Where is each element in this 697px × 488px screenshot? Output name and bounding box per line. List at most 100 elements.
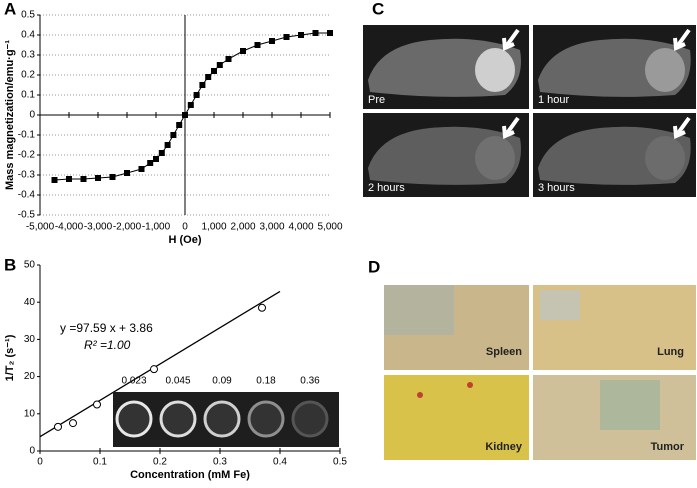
mri-panel: Pre 1 hour 2 hours 3 hours xyxy=(363,25,696,197)
mri-label: 3 hours xyxy=(538,182,575,194)
inset-label: 0.09 xyxy=(212,376,232,387)
x-tick-label: 1,000 xyxy=(201,222,226,233)
marker xyxy=(109,174,116,180)
x-tick-label: -1,000 xyxy=(142,222,171,233)
marker xyxy=(298,32,304,38)
point xyxy=(93,400,101,409)
marker xyxy=(205,74,212,80)
x-tick-label: 2,000 xyxy=(230,222,255,233)
x-tick-label: -4,000 xyxy=(55,222,84,233)
marker xyxy=(124,170,130,176)
panel-label: C xyxy=(372,0,384,18)
marker xyxy=(327,30,333,36)
point xyxy=(258,303,266,312)
y-tick-label: 0 xyxy=(29,110,35,121)
marker xyxy=(158,150,165,156)
y-tick-label: 0 xyxy=(29,446,35,457)
x-tick-label: 0.5 xyxy=(333,457,347,468)
marker xyxy=(147,160,154,166)
marker xyxy=(225,56,232,62)
inset-circle xyxy=(247,400,285,438)
point xyxy=(150,365,158,374)
marker xyxy=(216,62,223,68)
mri-label: Pre xyxy=(368,94,385,106)
mri-label: 1 hour xyxy=(538,94,570,106)
inset-circle xyxy=(159,400,197,438)
y-tick-label: 0.2 xyxy=(21,70,35,81)
marker xyxy=(164,142,171,148)
histology-label: Lung xyxy=(657,346,684,358)
x-tick-label: 0 xyxy=(37,457,43,468)
marker xyxy=(176,122,183,128)
marker xyxy=(187,102,194,108)
marker xyxy=(170,132,177,138)
x-tick-label: 5,000 xyxy=(317,222,342,233)
fit-line xyxy=(39,290,281,438)
y-tick-label: 10 xyxy=(24,408,36,419)
x-tick-label: 0.2 xyxy=(153,457,167,468)
marker xyxy=(66,176,72,182)
marker xyxy=(193,92,200,98)
marker xyxy=(51,177,58,183)
inset-label: 0.36 xyxy=(300,376,320,387)
inset-label: 0.023 xyxy=(121,376,146,387)
annotation: R² =1.00 xyxy=(84,338,131,352)
marker xyxy=(240,48,246,54)
point xyxy=(54,422,62,431)
y-tick-label: 40 xyxy=(24,297,36,308)
mri-image: Pre xyxy=(363,25,529,109)
marker xyxy=(182,112,188,118)
inset-label: 0.045 xyxy=(165,376,190,387)
mri-image: 3 hours xyxy=(533,113,696,197)
x-tick-label: 0.1 xyxy=(93,457,107,468)
inset-circle xyxy=(115,400,153,438)
y-axis-label: 1/T₂ (s⁻¹) xyxy=(4,334,16,381)
mri-label: 2 hours xyxy=(368,182,405,194)
marker xyxy=(269,38,275,44)
marker xyxy=(199,82,206,88)
x-axis-label: Concentration (mM Fe) xyxy=(130,469,250,481)
point xyxy=(69,419,77,428)
x-tick-label: -3,000 xyxy=(84,222,113,233)
panel-label: D xyxy=(368,257,380,276)
x-tick-label: -2,000 xyxy=(113,222,142,233)
y-tick-label: -0.4 xyxy=(18,190,36,201)
x-tick-label: 4,000 xyxy=(288,222,313,233)
inset-circle xyxy=(291,400,329,438)
x-tick-label: 0.3 xyxy=(213,457,227,468)
y-tick-label: 0.5 xyxy=(21,10,35,21)
panel-label: A xyxy=(4,0,16,18)
marker xyxy=(95,175,101,181)
marker xyxy=(80,176,87,182)
x-axis-label: H (Oe) xyxy=(169,234,202,246)
y-tick-label: -0.3 xyxy=(18,170,36,181)
curve xyxy=(54,32,330,181)
y-tick-label: 0.1 xyxy=(21,90,35,101)
histology-label: Kidney xyxy=(485,441,523,453)
annotation: y =97.59 x + 3.86 xyxy=(60,321,153,335)
marker xyxy=(312,30,319,36)
histology-panel: Spleen Lung Kidney Tumor xyxy=(384,285,696,460)
marker xyxy=(283,34,290,40)
y-tick-label: -0.2 xyxy=(18,150,36,161)
y-tick-label: -0.1 xyxy=(18,130,36,141)
inset-circle xyxy=(203,400,241,438)
y-tick-label: 0.4 xyxy=(21,30,35,41)
histology-label: Tumor xyxy=(651,441,685,453)
y-tick-label: 30 xyxy=(24,334,36,345)
y-axis-label: Mass magnetization/emu·g⁻¹ xyxy=(4,40,16,190)
x-tick-label: 0 xyxy=(182,222,188,233)
y-tick-label: 20 xyxy=(24,371,36,382)
y-tick-label: -0.5 xyxy=(18,210,36,221)
mri-image: 1 hour xyxy=(533,25,696,109)
x-tick-label: -5,000 xyxy=(26,222,55,233)
x-tick-label: 0.4 xyxy=(273,457,287,468)
histology-label: Spleen xyxy=(486,346,522,358)
marker xyxy=(254,42,261,48)
marker xyxy=(138,166,145,172)
mri-image: 2 hours xyxy=(363,113,529,197)
panel-label: B xyxy=(4,255,16,274)
histology-image xyxy=(384,375,529,460)
y-tick-label: 50 xyxy=(24,260,36,271)
